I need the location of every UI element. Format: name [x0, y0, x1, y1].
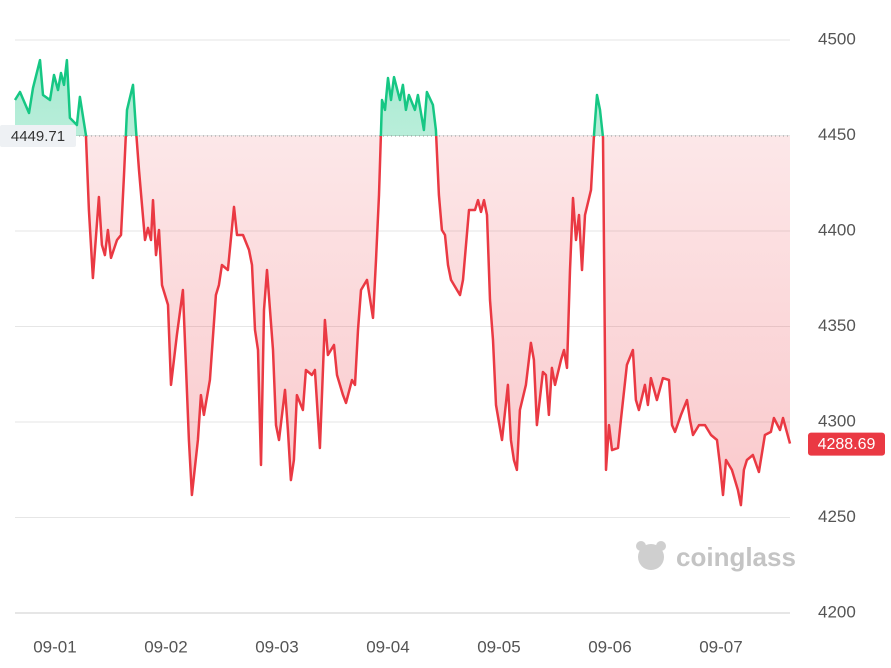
last-price-label: 4288.69	[818, 436, 876, 453]
y-tick-label: 4300	[818, 411, 856, 430]
x-tick-label: 09-04	[366, 637, 409, 656]
watermark-icon	[638, 544, 664, 570]
y-tick-label: 4400	[818, 220, 856, 239]
y-tick-label: 4250	[818, 507, 856, 526]
x-tick-label: 09-03	[255, 637, 298, 656]
y-tick-label: 4350	[818, 316, 856, 335]
y-tick-label: 4200	[818, 602, 856, 621]
watermark: coinglass	[636, 541, 796, 572]
baseline-label-bg	[0, 125, 76, 148]
baseline-label: 4449.71	[11, 128, 65, 145]
watermark-icon	[656, 541, 666, 551]
y-tick-label: 4500	[818, 29, 856, 48]
y-tick-label: 4450	[818, 125, 856, 144]
last-price-bg	[808, 432, 885, 456]
x-tick-label: 09-07	[699, 637, 742, 656]
watermark-icon	[636, 541, 646, 551]
price-line	[13, 58, 792, 507]
x-tick-label: 09-06	[588, 637, 631, 656]
watermark-text: coinglass	[676, 542, 796, 572]
x-tick-label: 09-02	[144, 637, 187, 656]
area-fill	[15, 60, 790, 506]
x-tick-label: 09-05	[477, 637, 520, 656]
x-tick-label: 09-01	[33, 637, 76, 656]
